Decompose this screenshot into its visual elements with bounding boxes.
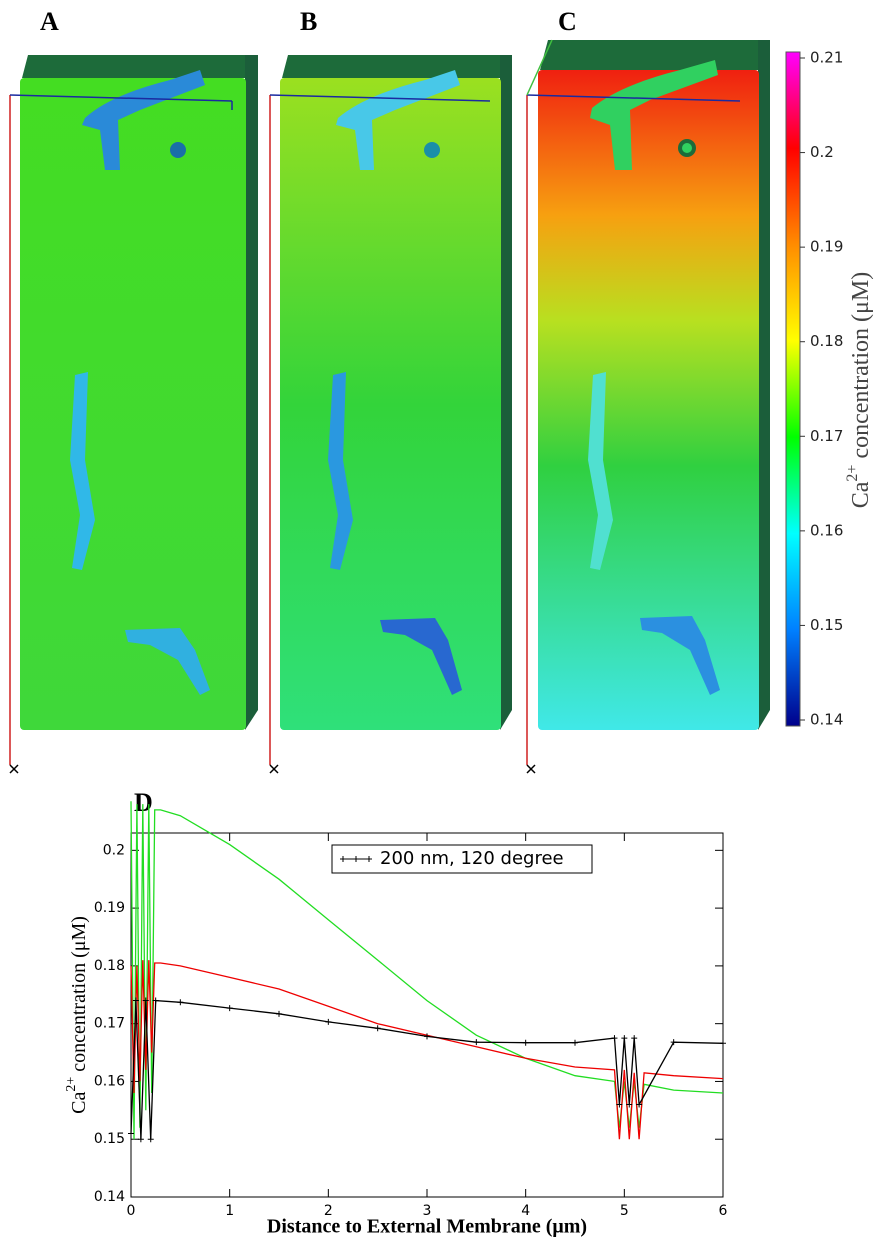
point-marker — [128, 1130, 134, 1137]
point-marker — [636, 1101, 643, 1108]
colorbar — [785, 51, 801, 727]
point-marker — [616, 1101, 623, 1108]
y-tick-label: 0.19 — [94, 900, 125, 916]
x-axis-label: Distance to External Membrane (μm) — [267, 1216, 587, 1237]
point-marker — [631, 1035, 638, 1042]
point-marker — [424, 1033, 430, 1040]
x-tick-label: 3 — [423, 1203, 432, 1219]
y-tick-label: 0.14 — [810, 711, 843, 729]
legend-label: 200 nm, 120 degree — [380, 848, 564, 869]
x-tick-label: 5 — [620, 1203, 629, 1219]
y-tick-label: 0.2 — [810, 143, 834, 161]
y-tick-label: 0.14 — [94, 1189, 125, 1205]
point-marker — [142, 997, 149, 1004]
panel-label: C — [558, 7, 577, 36]
colorbar-label: Ca2+ concentration (μM) — [844, 272, 874, 509]
label-part: Ca — [68, 1092, 90, 1114]
label-part: 2+ — [844, 465, 861, 482]
y-tick-label: 0.18 — [94, 958, 125, 974]
panel-c — [538, 40, 770, 730]
y-tick-label: 0.16 — [94, 1073, 125, 1089]
point-marker — [720, 1040, 726, 1047]
y-tick-label: 0.19 — [810, 238, 843, 256]
panel-b — [280, 55, 512, 730]
point-marker — [132, 997, 139, 1004]
axes-decoration — [9, 39, 741, 774]
panel-label: B — [300, 7, 317, 36]
label-part: 2+ — [64, 1077, 79, 1092]
point-marker — [670, 1039, 677, 1046]
point-marker — [152, 997, 159, 1004]
y-tick-label: 0.15 — [810, 616, 843, 634]
point-marker — [325, 1018, 332, 1025]
x-tick-label: 2 — [324, 1203, 333, 1219]
label-part: concentration (μM) — [848, 272, 874, 465]
point-marker — [374, 1025, 381, 1032]
point-marker — [621, 1035, 628, 1042]
point-marker — [137, 1136, 144, 1143]
legend-box — [331, 844, 593, 874]
point-marker — [473, 1039, 480, 1046]
point-marker — [177, 999, 184, 1006]
x-tick-label: 1 — [225, 1203, 234, 1219]
panel-label: A — [40, 7, 59, 36]
panel-a — [20, 55, 258, 730]
y-tick-label: 0.21 — [810, 49, 843, 67]
label-part: concentration (μM) — [68, 916, 90, 1077]
plot-frame — [130, 832, 724, 1198]
x-tick-label: 6 — [719, 1203, 728, 1219]
y-tick-label: 0.16 — [810, 521, 843, 539]
y-axis-label: Ca2+ concentration (μM) — [64, 916, 89, 1114]
point-marker — [572, 1039, 578, 1046]
y-tick-label: 0.17 — [94, 1016, 125, 1032]
point-marker — [522, 1039, 529, 1046]
y-tick-label: 0.17 — [810, 427, 843, 445]
point-marker — [611, 1035, 618, 1042]
y-tick-label: 0.15 — [94, 1131, 125, 1147]
point-marker — [276, 1010, 282, 1017]
point-marker — [147, 1136, 154, 1143]
point-marker — [226, 1005, 233, 1012]
x-tick-label: 4 — [521, 1203, 530, 1219]
line-series — [130, 999, 724, 1140]
y-tick-label: 0.2 — [103, 842, 125, 858]
legend-marker — [342, 856, 370, 862]
panel-label: D — [134, 788, 153, 817]
line-series — [130, 960, 724, 1140]
x-tick-label: 0 — [127, 1203, 136, 1219]
point-marker — [626, 1101, 633, 1108]
label-part: Ca — [848, 481, 874, 508]
y-tick-label: 0.18 — [810, 332, 843, 350]
